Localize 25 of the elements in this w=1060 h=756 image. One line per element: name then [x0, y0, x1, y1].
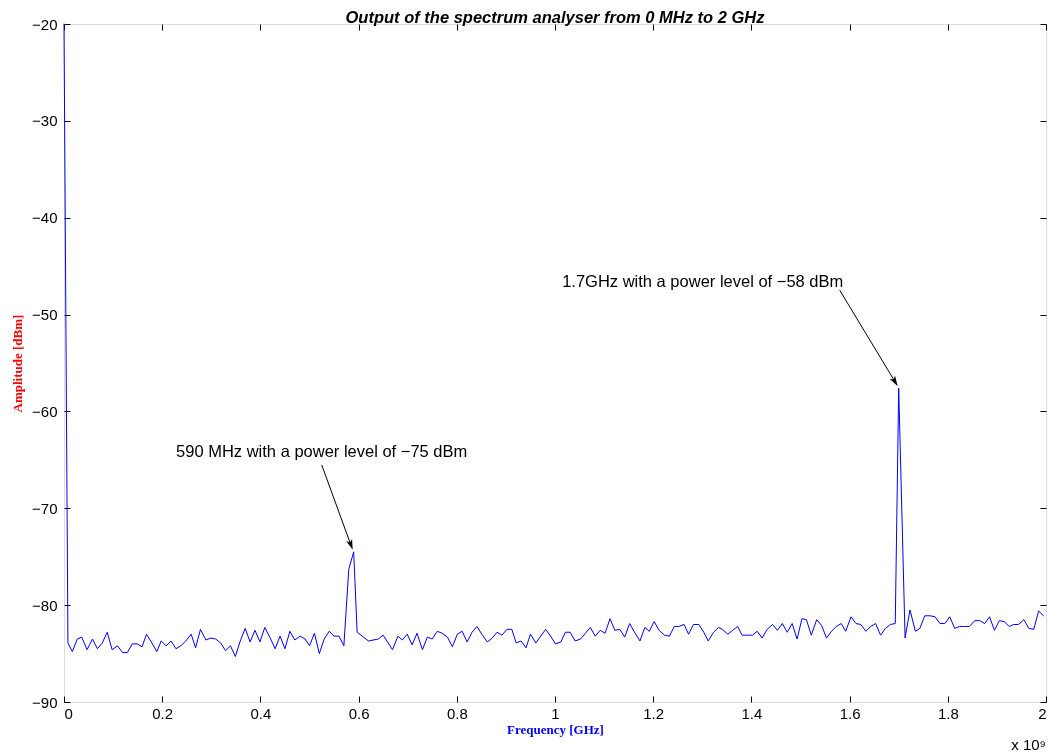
y-tick-label: −80: [32, 596, 58, 614]
annotation: 1.7GHz with a power level of −58 dBm: [562, 272, 844, 291]
y-tick-label: −90: [32, 693, 58, 711]
annotation: 590 MHz with a power level of −75 dBm: [176, 441, 468, 460]
y-tick-label: −40: [32, 209, 58, 227]
x-tick-label: 0: [64, 704, 73, 722]
text: x 10⁹: [1011, 736, 1046, 753]
x-tick-label: 1.4: [741, 704, 763, 722]
y-tick-label: −20: [32, 15, 58, 33]
y-tick-label: −60: [32, 402, 58, 420]
x-tick-label: 0.2: [152, 704, 174, 722]
x-tick-label: 1.8: [937, 704, 959, 722]
x-tick-label: 2: [1038, 704, 1047, 722]
x-axis-title: Frequency [GHz]: [507, 721, 604, 737]
x-tick-label: 1.2: [643, 704, 665, 722]
x-tick-label: 0.4: [250, 704, 272, 722]
y-axis-title: Amplitude [dBm]: [10, 314, 26, 413]
y-tick-label: −50: [32, 306, 58, 324]
y-tick-label: −30: [32, 112, 58, 130]
chart-title: Output of the spectrum analyser from 0 MHz to 2 GHz: [345, 7, 766, 26]
x-tick-label: 1: [551, 704, 560, 722]
x-tick-label: 1.6: [839, 704, 861, 722]
x-tick-label: 0.6: [348, 704, 370, 722]
x-tick-label: 0.8: [446, 704, 468, 722]
y-tick-label: −70: [32, 499, 58, 517]
